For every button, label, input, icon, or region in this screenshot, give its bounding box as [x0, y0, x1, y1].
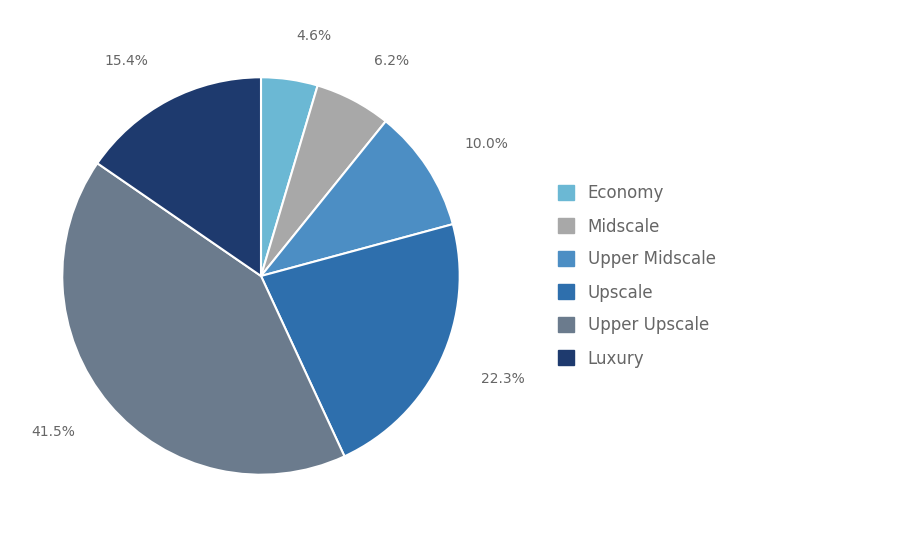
Text: 22.3%: 22.3%	[481, 371, 525, 385]
Text: 4.6%: 4.6%	[296, 29, 331, 43]
Wedge shape	[97, 77, 261, 276]
Text: 10.0%: 10.0%	[464, 136, 508, 151]
Text: 15.4%: 15.4%	[104, 55, 148, 68]
Legend: Economy, Midscale, Upper Midscale, Upscale, Upper Upscale, Luxury: Economy, Midscale, Upper Midscale, Upsca…	[549, 176, 724, 376]
Text: 41.5%: 41.5%	[32, 425, 76, 439]
Wedge shape	[62, 163, 345, 475]
Wedge shape	[261, 86, 386, 276]
Text: 6.2%: 6.2%	[374, 55, 409, 68]
Wedge shape	[261, 77, 318, 276]
Wedge shape	[261, 224, 460, 457]
Wedge shape	[261, 121, 453, 276]
